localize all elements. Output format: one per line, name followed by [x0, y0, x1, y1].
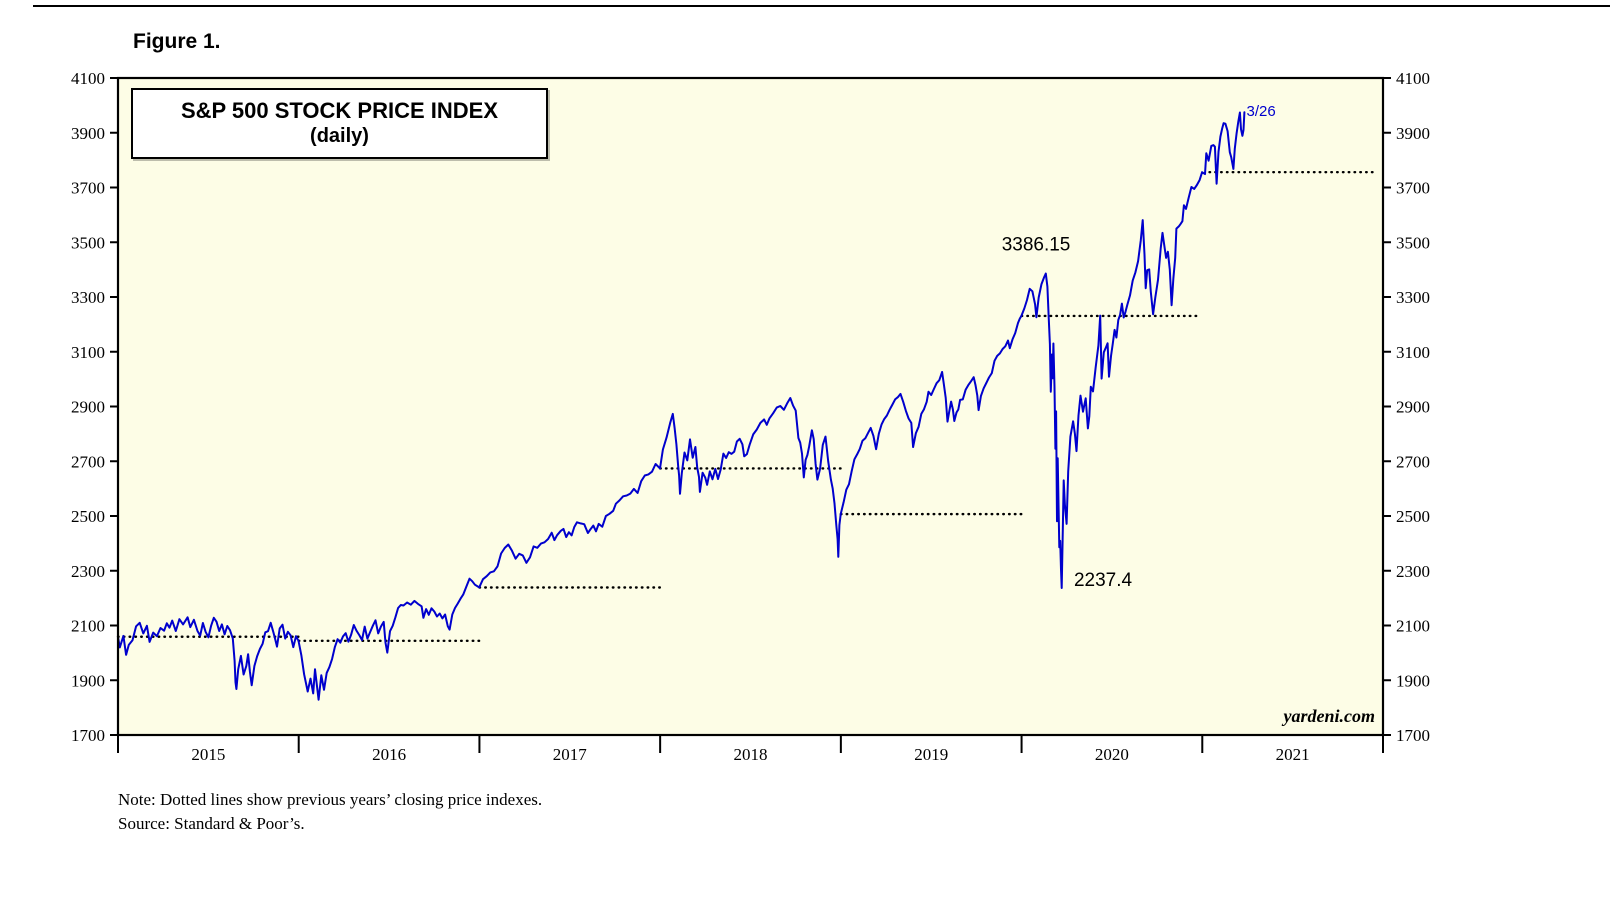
source-line: Source: Standard & Poor’s.	[118, 813, 305, 833]
y-tick-label: 2100	[1396, 617, 1430, 636]
y-tick-label: 3100	[1396, 343, 1430, 362]
yardeni-watermark: yardeni.com	[1283, 706, 1376, 726]
y-axis-right-ticks	[1383, 77, 1391, 736]
note-line: Note: Dotted lines show previous years’ …	[118, 790, 543, 809]
chart-footnotes: Note: Dotted lines show previous years’ …	[118, 788, 542, 836]
plot-background	[118, 78, 1383, 735]
y-tick-label: 4100	[1396, 69, 1430, 88]
y-tick-label: 2300	[1396, 562, 1430, 581]
x-year-label: 2018	[734, 745, 768, 764]
y-tick-label: 1900	[71, 671, 105, 690]
y-tick-label: 3500	[71, 233, 105, 252]
y-tick-label: 3700	[1396, 179, 1430, 198]
y-tick-label: 3900	[1396, 124, 1430, 143]
y-tick-label: 3300	[1396, 288, 1430, 307]
page-top-rule	[33, 5, 1610, 7]
y-tick-label: 2300	[71, 562, 105, 581]
y-tick-label: 3700	[71, 179, 105, 198]
x-year-label: 2021	[1276, 745, 1310, 764]
chart-annotation: 3/26	[1247, 103, 1276, 120]
x-year-label: 2017	[553, 745, 588, 764]
y-tick-label: 2900	[1396, 398, 1430, 417]
chart-annotation: 3386.15	[1002, 234, 1071, 255]
y-tick-label: 1900	[1396, 671, 1430, 690]
y-axis-right-labels: 1700 1900 2100 2300 2500 2700 2900 3100 3300 3500…	[1396, 69, 1430, 745]
x-axis-ticks	[117, 735, 1384, 753]
chart-title-box: S&P 500 STOCK PRICE INDEX (daily)	[131, 88, 548, 160]
chart-annotations: 3386.15 2237.4 3/26	[1002, 103, 1276, 591]
y-tick-label: 1700	[71, 726, 105, 745]
y-tick-label: 2500	[1396, 507, 1430, 526]
x-axis-labels: 2015 2016 2017 2018 2019 2020 2021	[191, 745, 1309, 764]
y-tick-label: 4100	[71, 69, 105, 88]
y-tick-label: 2900	[71, 398, 105, 417]
sp500-price-line	[117, 111, 1246, 701]
y-axis-left-labels: 1700 1900 2100 2300 2500 2700 2900 3100 3300 3500…	[71, 69, 105, 745]
y-tick-label: 2700	[71, 452, 105, 471]
y-tick-label: 2500	[71, 507, 105, 526]
y-tick-label: 3500	[1396, 233, 1430, 252]
x-year-label: 2020	[1095, 745, 1129, 764]
y-tick-label: 3100	[71, 343, 105, 362]
chart-annotation: 2237.4	[1074, 570, 1133, 591]
y-tick-label: 3300	[71, 288, 105, 307]
x-year-label: 2019	[914, 745, 948, 764]
y-tick-label: 2700	[1396, 452, 1430, 471]
chart-title: S&P 500 STOCK PRICE INDEX	[180, 98, 499, 123]
y-tick-label: 1700	[1396, 726, 1430, 745]
y-tick-label: 3900	[71, 124, 105, 143]
y-tick-label: 2100	[71, 617, 105, 636]
x-year-label: 2015	[191, 745, 225, 764]
chart-subtitle: (daily)	[310, 125, 369, 148]
y-axis-left-ticks	[110, 77, 118, 736]
x-year-label: 2016	[372, 745, 406, 764]
figure-label: Figure 1.	[133, 30, 221, 53]
